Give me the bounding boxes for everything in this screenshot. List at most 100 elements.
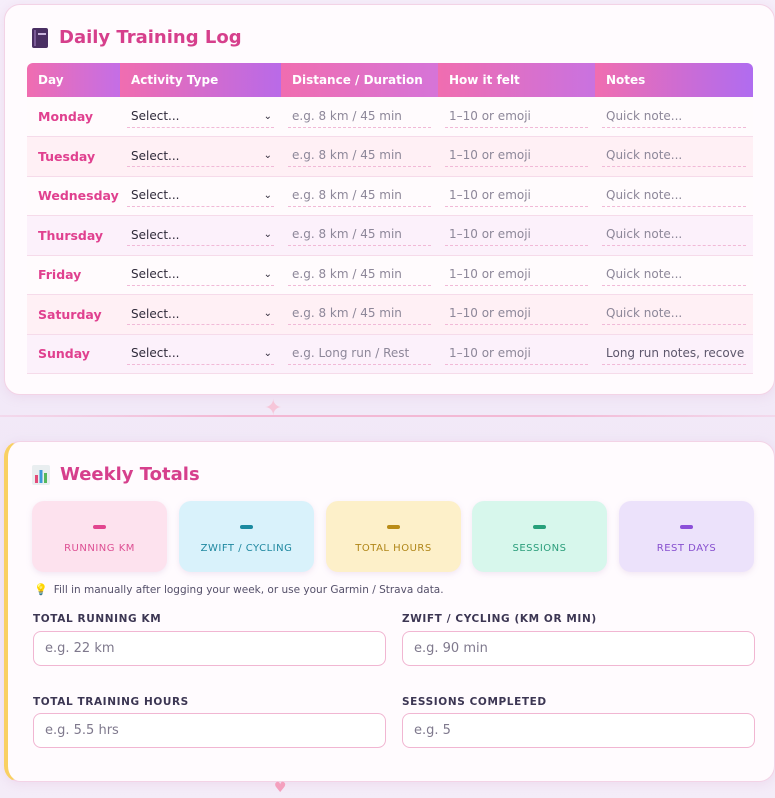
weekly-totals-card: Weekly Totals RUNNING KM ZWIFT / CYCLING… xyxy=(4,441,775,782)
activity-select-value: Select... xyxy=(131,346,180,361)
sessions-completed-input[interactable]: e.g. 5 xyxy=(402,713,755,748)
table-row: Wednesday Select... ⌄ e.g. 8 km / 45 min … xyxy=(27,176,753,216)
lightbulb-icon: 💡 xyxy=(34,583,48,596)
heart-icon: ♥ xyxy=(274,780,287,796)
log-title: Daily Training Log xyxy=(59,27,242,48)
activity-select[interactable]: Select... ⌄ xyxy=(127,264,274,286)
felt-input[interactable]: 1–10 or emoji xyxy=(445,303,588,326)
felt-cell: 1–10 or emoji xyxy=(438,97,595,137)
column-header-distance: Distance / Duration xyxy=(281,63,438,97)
stat-value-placeholder xyxy=(533,525,546,529)
total-training-hours-input[interactable]: e.g. 5.5 hrs xyxy=(33,713,386,748)
felt-cell: 1–10 or emoji xyxy=(438,136,595,177)
stat-total-hours: TOTAL HOURS xyxy=(326,501,461,572)
felt-cell: 1–10 or emoji xyxy=(438,215,595,256)
distance-input[interactable]: e.g. 8 km / 45 min xyxy=(288,303,431,326)
chevron-down-icon: ⌄ xyxy=(263,268,272,280)
felt-cell: 1–10 or emoji xyxy=(438,255,595,295)
stat-value-placeholder xyxy=(680,525,693,529)
activity-select[interactable]: Select... ⌄ xyxy=(127,106,274,128)
field-label-training-hours: TOTAL TRAINING HOURS xyxy=(33,696,189,708)
distance-cell: e.g. 8 km / 45 min xyxy=(281,136,438,177)
tip-text-row: 💡 Fill in manually after logging your we… xyxy=(34,583,444,596)
table-row: Saturday Select... ⌄ e.g. 8 km / 45 min 1… xyxy=(27,294,753,335)
activity-cell: Select... ⌄ xyxy=(120,255,281,295)
distance-cell: e.g. Long run / Rest xyxy=(281,334,438,374)
distance-input[interactable]: e.g. 8 km / 45 min xyxy=(288,145,431,168)
activity-cell: Select... ⌄ xyxy=(120,334,281,374)
notes-cell: Quick note... xyxy=(595,255,753,295)
chevron-down-icon: ⌄ xyxy=(263,229,272,241)
tip-text: Fill in manually after logging your week… xyxy=(53,583,444,596)
activity-select[interactable]: Select... ⌄ xyxy=(127,303,274,326)
notes-cell: Quick note... xyxy=(595,97,753,137)
chevron-down-icon: ⌄ xyxy=(263,110,272,122)
notes-cell: Quick note... xyxy=(595,215,753,256)
stat-label: REST DAYS xyxy=(656,543,717,554)
total-running-km-input[interactable]: e.g. 22 km xyxy=(33,631,386,666)
day-label: Sunday xyxy=(27,334,120,374)
activity-select-value: Select... xyxy=(131,109,180,123)
notes-input[interactable]: Quick note... xyxy=(602,264,746,286)
activity-select[interactable]: Select... ⌄ xyxy=(127,145,274,168)
activity-select-value: Select... xyxy=(131,227,180,242)
stat-zwift-cycling: ZWIFT / CYCLING xyxy=(179,501,314,572)
felt-input[interactable]: 1–10 or emoji xyxy=(445,343,588,365)
column-header-activity: Activity Type xyxy=(120,63,281,97)
day-label: Saturday xyxy=(27,294,120,335)
stat-sessions: SESSIONS xyxy=(472,501,607,572)
activity-select[interactable]: Select... ⌄ xyxy=(127,343,274,365)
field-label-running-km: TOTAL RUNNING KM xyxy=(33,613,162,625)
stat-label: TOTAL HOURS xyxy=(355,543,432,554)
chevron-down-icon: ⌄ xyxy=(263,308,272,320)
day-label: Thursday xyxy=(27,215,120,256)
notes-cell: Quick note... xyxy=(595,176,753,216)
column-header-felt: How it felt xyxy=(438,63,595,97)
stat-value-placeholder xyxy=(387,525,400,529)
activity-cell: Select... ⌄ xyxy=(120,97,281,137)
felt-input[interactable]: 1–10 or emoji xyxy=(445,264,588,286)
distance-cell: e.g. 8 km / 45 min xyxy=(281,176,438,216)
activity-cell: Select... ⌄ xyxy=(120,136,281,177)
field-label-cycling: ZWIFT / CYCLING (KM OR MIN) xyxy=(402,613,597,625)
felt-input[interactable]: 1–10 or emoji xyxy=(445,185,588,207)
distance-input[interactable]: e.g. 8 km / 45 min xyxy=(288,185,431,207)
stat-rest-days: REST DAYS xyxy=(619,501,754,572)
distance-input[interactable]: e.g. 8 km / 45 min xyxy=(288,106,431,128)
felt-input[interactable]: 1–10 or emoji xyxy=(445,145,588,168)
totals-title: Weekly Totals xyxy=(60,464,200,485)
activity-select[interactable]: Select... ⌄ xyxy=(127,224,274,247)
notes-input[interactable]: Long run notes, recove xyxy=(602,343,746,365)
felt-cell: 1–10 or emoji xyxy=(438,294,595,335)
notes-input[interactable]: Quick note... xyxy=(602,185,746,207)
activity-cell: Select... ⌄ xyxy=(120,294,281,335)
activity-select-value: Select... xyxy=(131,188,180,203)
stat-value-placeholder xyxy=(93,525,106,529)
day-label: Monday xyxy=(27,97,120,137)
chevron-down-icon: ⌄ xyxy=(263,347,272,359)
daily-training-log-card: Daily Training Log Day Activity Type Dis… xyxy=(4,4,775,395)
training-log-table: Day Activity Type Distance / Duration Ho… xyxy=(27,63,753,374)
bar-chart-icon xyxy=(32,464,50,485)
notes-cell: Quick note... xyxy=(595,294,753,335)
section-divider xyxy=(0,415,775,417)
column-header-day: Day xyxy=(27,63,120,97)
felt-input[interactable]: 1–10 or emoji xyxy=(445,106,588,128)
notes-input[interactable]: Quick note... xyxy=(602,303,746,326)
distance-input[interactable]: e.g. 8 km / 45 min xyxy=(288,264,431,286)
day-label: Friday xyxy=(27,255,120,295)
distance-cell: e.g. 8 km / 45 min xyxy=(281,97,438,137)
stat-running-km: RUNNING KM xyxy=(32,501,167,572)
activity-select[interactable]: Select... ⌄ xyxy=(127,185,274,207)
activity-cell: Select... ⌄ xyxy=(120,215,281,256)
distance-input[interactable]: e.g. Long run / Rest xyxy=(288,343,431,365)
notes-input[interactable]: Quick note... xyxy=(602,145,746,168)
notes-input[interactable]: Quick note... xyxy=(602,224,746,247)
notes-input[interactable]: Quick note... xyxy=(602,106,746,128)
zwift-cycling-input[interactable]: e.g. 90 min xyxy=(402,631,755,666)
activity-select-value: Select... xyxy=(131,306,180,321)
distance-cell: e.g. 8 km / 45 min xyxy=(281,294,438,335)
felt-input[interactable]: 1–10 or emoji xyxy=(445,224,588,247)
distance-input[interactable]: e.g. 8 km / 45 min xyxy=(288,224,431,247)
activity-select-value: Select... xyxy=(131,148,180,163)
